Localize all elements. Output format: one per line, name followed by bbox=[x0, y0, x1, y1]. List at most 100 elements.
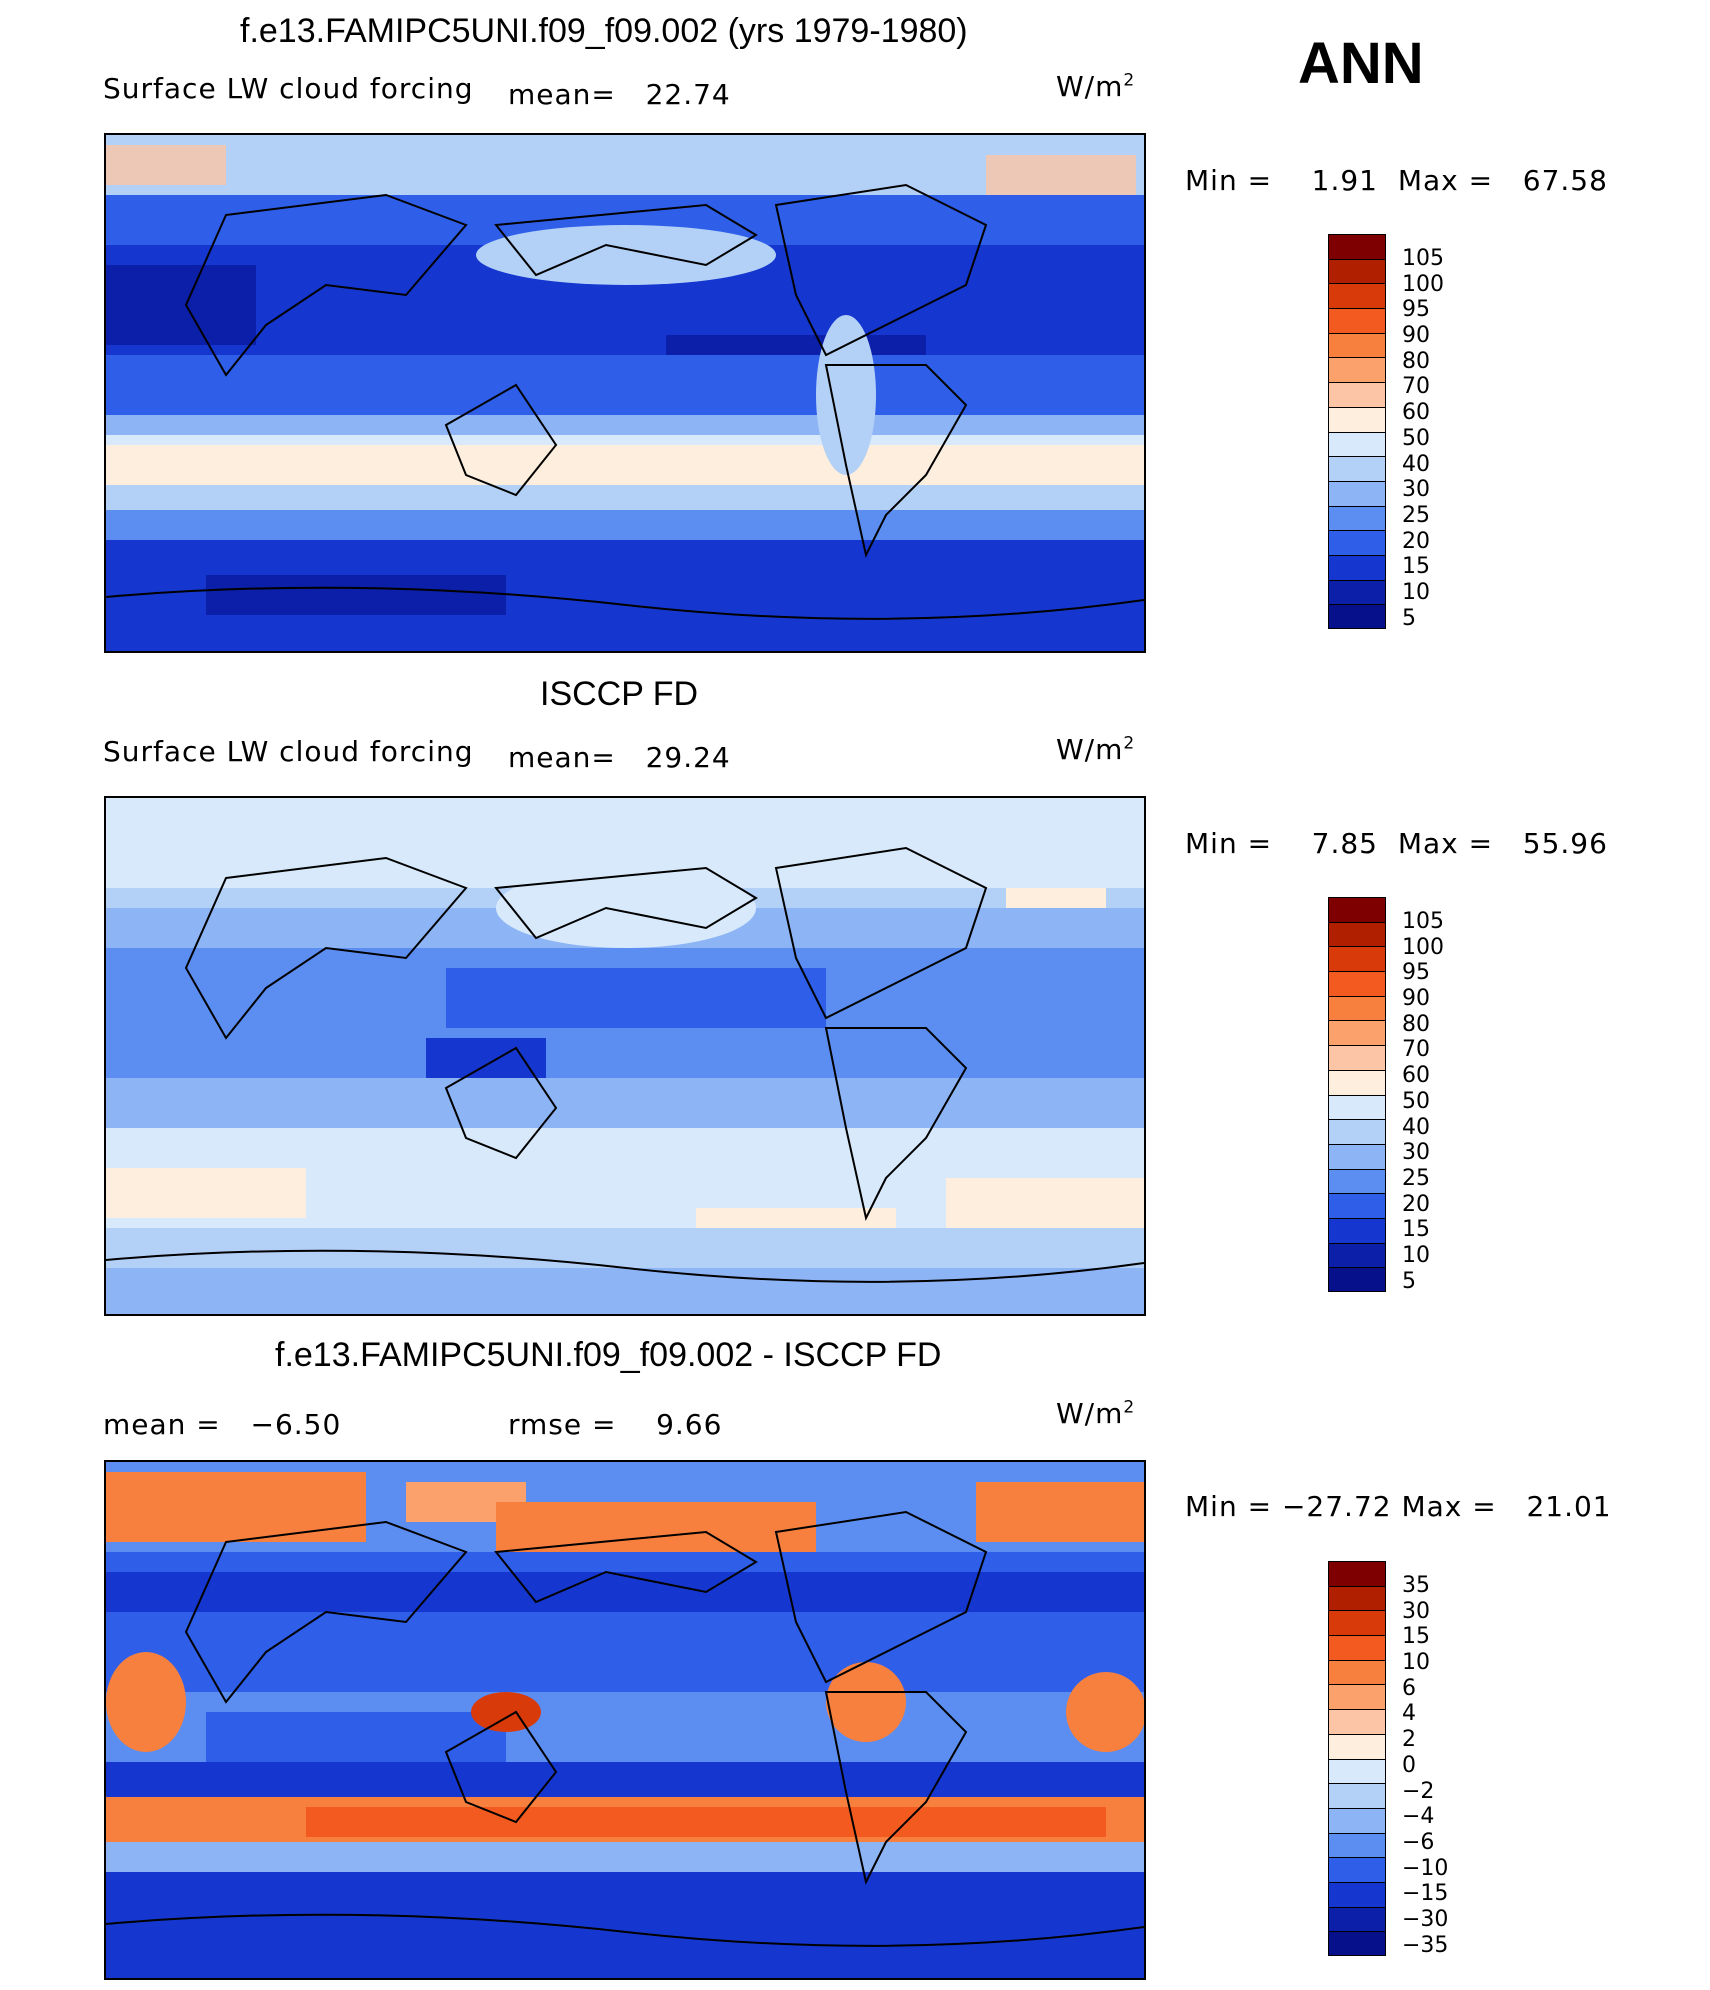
panel1-min-value: 1.91 bbox=[1311, 164, 1378, 197]
colorbar-tick-label: −30 bbox=[1402, 1906, 1449, 1932]
colorbar-tick-label: −10 bbox=[1402, 1855, 1449, 1881]
panel3-mean-value: −6.50 bbox=[250, 1408, 342, 1441]
colorbar-swatch bbox=[1328, 1020, 1386, 1046]
colorbar-swatch bbox=[1328, 1783, 1386, 1808]
colorbar-tick-label: 15 bbox=[1402, 1217, 1430, 1243]
colorbar-tick-label: 5 bbox=[1402, 605, 1416, 631]
colorbar-tick-label: 10 bbox=[1402, 1242, 1430, 1268]
panel3-max-label: Max = bbox=[1401, 1490, 1497, 1523]
colorbar-tick-label: 60 bbox=[1402, 400, 1430, 426]
colorbar-tick-label: 10 bbox=[1402, 1650, 1430, 1676]
panel2-units: W/m2 bbox=[1056, 733, 1136, 766]
panel1-title: f.e13.FAMIPC5UNI.f09_f09.002 (yrs 1979-1… bbox=[240, 12, 968, 50]
colorbar-swatch bbox=[1328, 1585, 1386, 1611]
panel3-min-value: −27.72 bbox=[1281, 1490, 1392, 1523]
colorbar-swatch bbox=[1328, 1906, 1386, 1932]
colorbar-swatch bbox=[1328, 1119, 1386, 1144]
colorbar-tick-label: 60 bbox=[1402, 1063, 1430, 1089]
panel3-colorbar-labels: 35 30 15 10 6 4 2 0 −2 −4 −6 −10 −15 −30 −35 bbox=[1402, 1573, 1448, 1958]
colorbar-swatch bbox=[1328, 1931, 1386, 1956]
colorbar-tick-label: 100 bbox=[1402, 271, 1444, 297]
colorbar-swatch bbox=[1328, 1069, 1386, 1095]
panel2-colorbar bbox=[1328, 897, 1388, 1292]
colorbar-swatch bbox=[1328, 1168, 1386, 1194]
colorbar-swatch bbox=[1328, 579, 1386, 605]
colorbar-tick-label: 95 bbox=[1402, 960, 1430, 986]
colorbar-swatch bbox=[1328, 1733, 1386, 1759]
panel2-min-value: 7.85 bbox=[1311, 827, 1378, 860]
colorbar-swatch bbox=[1328, 1610, 1386, 1636]
panel3-title: f.e13.FAMIPC5UNI.f09_f09.002 - ISCCP FD bbox=[275, 1336, 942, 1374]
colorbar-swatch bbox=[1328, 604, 1386, 629]
panel1-colorbar-labels: 105 100 95 90 80 70 60 50 40 30 25 20 15 10 5 bbox=[1402, 246, 1444, 631]
colorbar-swatch bbox=[1328, 431, 1386, 457]
colorbar-tick-label: −6 bbox=[1402, 1829, 1435, 1855]
colorbar-swatch bbox=[1328, 234, 1386, 259]
colorbar-tick-label: 30 bbox=[1402, 477, 1430, 503]
panel3-colorbar bbox=[1328, 1561, 1388, 1956]
colorbar-tick-label: 40 bbox=[1402, 451, 1430, 477]
colorbar-tick-label: 30 bbox=[1402, 1140, 1430, 1166]
panel1-max-label: Max = bbox=[1397, 164, 1494, 197]
colorbar-tick-label: 15 bbox=[1402, 554, 1430, 580]
panel1-colorbar bbox=[1328, 234, 1388, 629]
panel1-variable: Surface LW cloud forcing bbox=[103, 72, 474, 105]
panel1-units: W/m2 bbox=[1056, 70, 1136, 103]
colorbar-tick-label: −15 bbox=[1402, 1881, 1449, 1907]
colorbar-swatch bbox=[1328, 1045, 1386, 1070]
colorbar-tick-label: 20 bbox=[1402, 528, 1430, 554]
colorbar-tick-label: 80 bbox=[1402, 348, 1430, 374]
colorbar-swatch bbox=[1328, 1857, 1386, 1882]
colorbar-tick-label: 105 bbox=[1402, 246, 1444, 271]
colorbar-tick-label: 2 bbox=[1402, 1727, 1416, 1753]
panel2-max-value: 55.96 bbox=[1522, 827, 1608, 860]
colorbar-swatch bbox=[1328, 1143, 1386, 1169]
panel3-rmse: rmse = 9.66 bbox=[508, 1408, 722, 1441]
colorbar-swatch bbox=[1328, 995, 1386, 1021]
colorbar-tick-label: 25 bbox=[1402, 502, 1430, 528]
colorbar-swatch bbox=[1328, 1684, 1386, 1710]
colorbar-swatch bbox=[1328, 1659, 1386, 1685]
panel3-rmse-value: 9.66 bbox=[656, 1408, 723, 1441]
panel3-mean-label: mean = bbox=[103, 1408, 221, 1441]
colorbar-swatch bbox=[1328, 456, 1386, 481]
panel2-variable: Surface LW cloud forcing bbox=[103, 735, 474, 768]
colorbar-swatch bbox=[1328, 897, 1386, 922]
colorbar-tick-label: 80 bbox=[1402, 1011, 1430, 1037]
panel2-minmax: Min = 7.85 Max = 55.96 bbox=[1185, 827, 1608, 860]
colorbar-swatch bbox=[1328, 1832, 1386, 1858]
colorbar-swatch bbox=[1328, 1758, 1386, 1784]
panel1-min-label: Min = bbox=[1185, 164, 1273, 197]
colorbar-tick-label: 4 bbox=[1402, 1701, 1416, 1727]
colorbar-tick-label: −4 bbox=[1402, 1804, 1435, 1830]
season-label: ANN bbox=[1298, 31, 1424, 96]
panel2-title: ISCCP FD bbox=[540, 675, 699, 713]
colorbar-swatch bbox=[1328, 1267, 1386, 1292]
colorbar-tick-label: 100 bbox=[1402, 934, 1444, 960]
panel3-min-label: Min = bbox=[1185, 1490, 1273, 1523]
colorbar-tick-label: 5 bbox=[1402, 1268, 1416, 1294]
panel3-mean: mean = −6.50 bbox=[103, 1408, 341, 1441]
colorbar-swatch bbox=[1328, 1193, 1386, 1218]
colorbar-swatch bbox=[1328, 308, 1386, 333]
colorbar-tick-label: 70 bbox=[1402, 374, 1430, 400]
colorbar-swatch bbox=[1328, 971, 1386, 996]
panel2-min-label: Min = bbox=[1185, 827, 1273, 860]
colorbar-tick-label: 30 bbox=[1402, 1598, 1430, 1624]
colorbar-tick-label: 20 bbox=[1402, 1191, 1430, 1217]
colorbar-tick-label: 95 bbox=[1402, 297, 1430, 323]
colorbar-swatch bbox=[1328, 258, 1386, 284]
panel3-minmax: Min = −27.72 Max = 21.01 bbox=[1185, 1490, 1612, 1523]
colorbar-swatch bbox=[1328, 554, 1386, 580]
colorbar-swatch bbox=[1328, 1881, 1386, 1907]
colorbar-tick-label: 10 bbox=[1402, 579, 1430, 605]
colorbar-tick-label: 0 bbox=[1402, 1752, 1416, 1778]
panel1-mean-label: mean= bbox=[508, 78, 616, 111]
panel2-map bbox=[104, 796, 1146, 1316]
panel3-map bbox=[104, 1460, 1146, 1980]
colorbar-swatch bbox=[1328, 1217, 1386, 1243]
panel1-minmax: Min = 1.91 Max = 67.58 bbox=[1185, 164, 1608, 197]
panel1-mean-value: 22.74 bbox=[645, 78, 731, 111]
colorbar-tick-label: 70 bbox=[1402, 1037, 1430, 1063]
colorbar-swatch bbox=[1328, 1242, 1386, 1268]
